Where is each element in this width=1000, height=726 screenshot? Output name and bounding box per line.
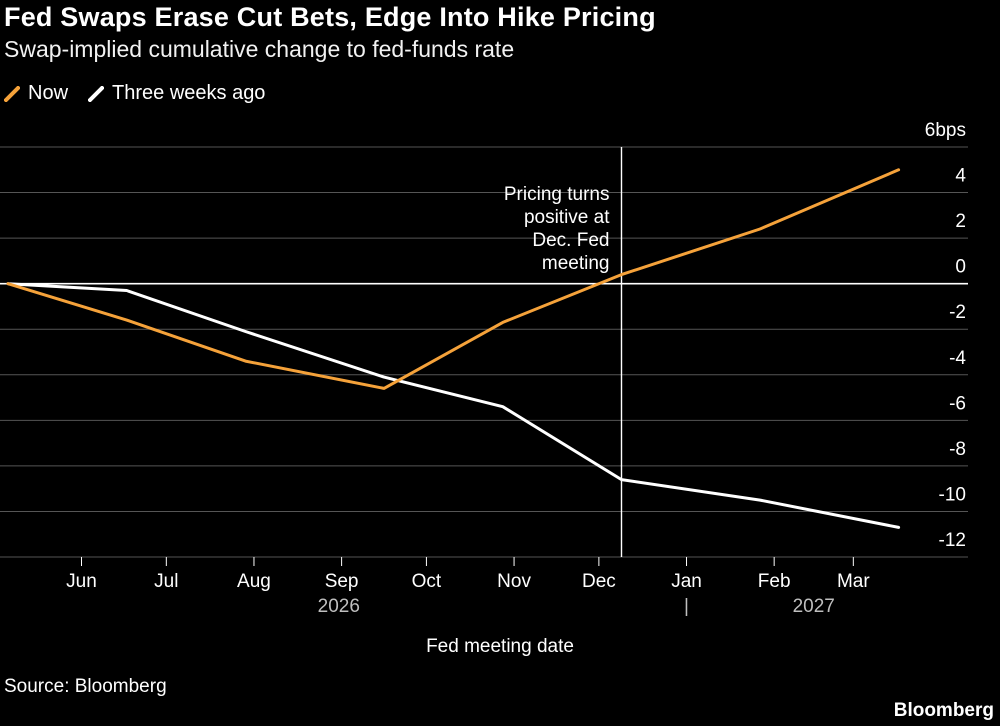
- x-tick-label: Jan: [671, 571, 702, 592]
- x-tick-label: Feb: [758, 571, 791, 592]
- x-tick-label: Mar: [837, 571, 870, 592]
- annotation-text: Pricing turns: [504, 184, 610, 205]
- legend-item-three-weeks-ago: Three weeks ago: [88, 82, 265, 105]
- x-tick-label: Jun: [66, 571, 97, 592]
- x-axis-title: Fed meeting date: [426, 636, 574, 657]
- legend-label-three-weeks-ago: Three weeks ago: [112, 82, 266, 104]
- year-divider: |: [684, 596, 689, 617]
- y-tick-label: 6bps: [925, 120, 966, 141]
- y-tick-label: -8: [949, 439, 966, 460]
- legend-swatch-three-weeks-ago-icon: [88, 85, 105, 102]
- y-tick-label: -6: [949, 393, 966, 414]
- y-tick-label: -12: [939, 530, 966, 551]
- y-tick-label: -10: [939, 484, 966, 505]
- legend-label-now: Now: [28, 82, 69, 104]
- year-label: 2026: [318, 596, 360, 617]
- x-tick-label: Aug: [237, 571, 271, 592]
- x-tick-label: Nov: [497, 571, 531, 592]
- source-note: Source: Bloomberg: [4, 676, 167, 697]
- y-tick-label: 4: [955, 166, 966, 187]
- y-tick-label: -2: [949, 302, 966, 323]
- annotation-text: meeting: [542, 253, 610, 274]
- series-line-three-weeks-ago: [6, 282, 901, 529]
- x-tick-label: Oct: [412, 571, 442, 592]
- annotation-text: Dec. Fed: [532, 230, 609, 251]
- x-tick-label: Jul: [154, 571, 178, 592]
- x-tick-label: Dec: [582, 571, 616, 592]
- y-tick-label: -4: [949, 348, 966, 369]
- y-tick-label: 0: [955, 257, 966, 278]
- legend: Now Three weeks ago: [4, 82, 277, 105]
- chart-subtitle: Swap-implied cumulative change to fed-fu…: [4, 36, 515, 62]
- legend-swatch-now-icon: [4, 85, 20, 102]
- annotation-text: positive at: [524, 207, 610, 228]
- series-line-now: [6, 168, 901, 390]
- legend-item-now: Now: [4, 82, 68, 105]
- x-tick-label: Sep: [325, 571, 359, 592]
- year-label: 2027: [793, 596, 835, 617]
- chart-title: Fed Swaps Erase Cut Bets, Edge Into Hike…: [4, 2, 656, 32]
- y-tick-label: 2: [955, 211, 966, 232]
- brand-logo: Bloomberg: [893, 700, 994, 721]
